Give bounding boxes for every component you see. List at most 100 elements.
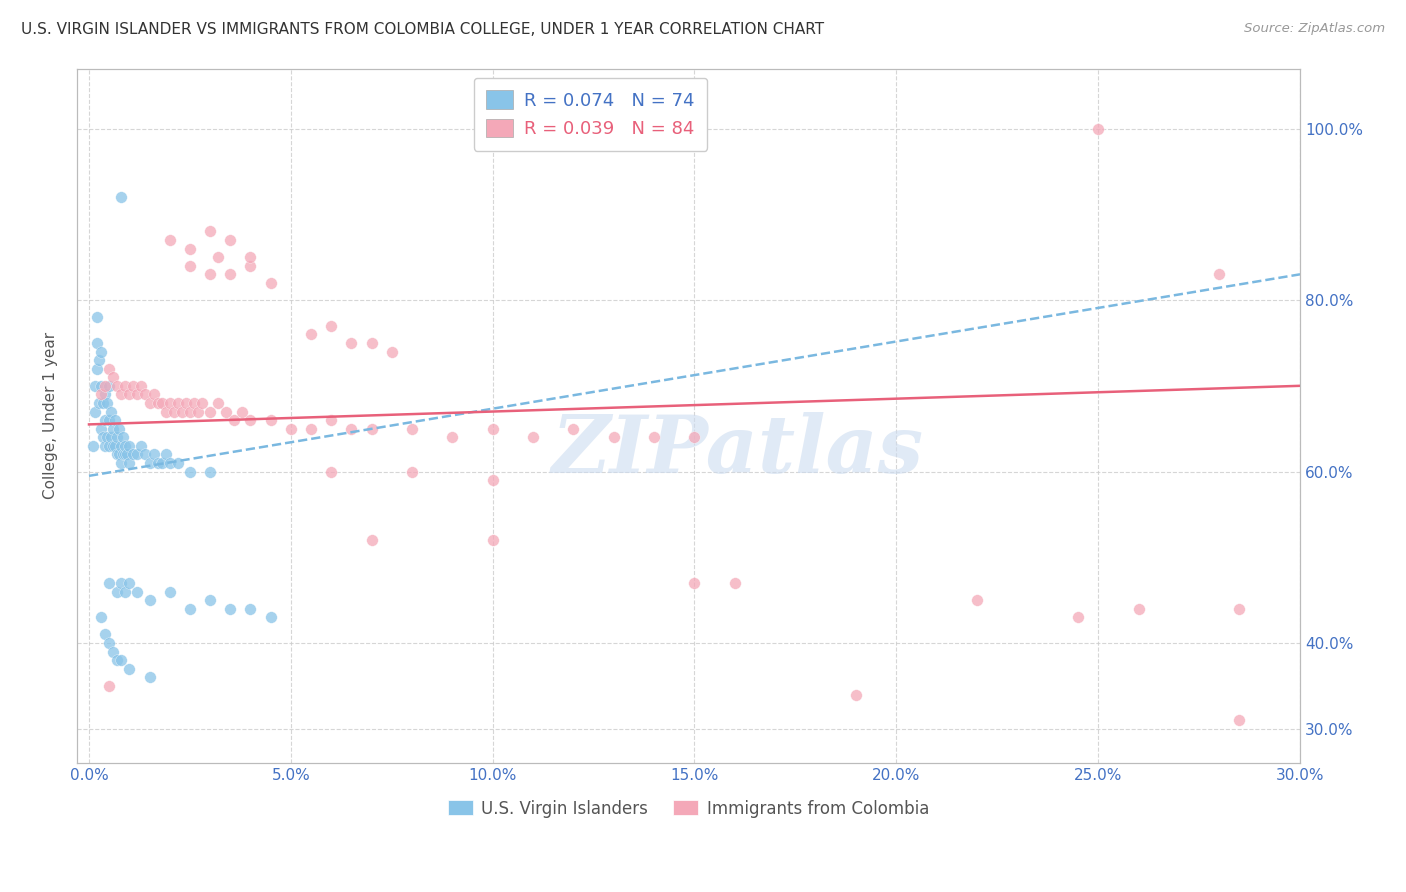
Point — [118, 576, 141, 591]
Point — [159, 584, 181, 599]
Point — [1067, 610, 1090, 624]
Point — [207, 250, 229, 264]
Point — [98, 413, 121, 427]
Point — [259, 413, 281, 427]
Point — [1128, 601, 1150, 615]
Point — [321, 318, 343, 333]
Point — [299, 422, 322, 436]
Point — [155, 404, 177, 418]
Point — [131, 379, 153, 393]
Point — [239, 259, 262, 273]
Point — [118, 439, 141, 453]
Legend: U.S. Virgin Islanders, Immigrants from Colombia: U.S. Virgin Islanders, Immigrants from C… — [441, 793, 935, 824]
Point — [239, 601, 262, 615]
Point — [259, 276, 281, 290]
Point — [683, 576, 706, 591]
Point — [90, 344, 112, 359]
Point — [219, 601, 242, 615]
Point — [166, 396, 188, 410]
Point — [117, 447, 139, 461]
Point — [522, 430, 544, 444]
Point — [110, 456, 132, 470]
Point — [98, 379, 121, 393]
Point — [103, 422, 125, 436]
Point — [94, 439, 117, 453]
Point — [198, 404, 221, 418]
Point — [481, 473, 503, 487]
Point — [179, 465, 201, 479]
Point — [110, 387, 132, 401]
Point — [340, 422, 363, 436]
Point — [198, 268, 221, 282]
Point — [127, 447, 149, 461]
Point — [114, 447, 136, 461]
Point — [122, 447, 145, 461]
Point — [98, 576, 121, 591]
Point — [114, 584, 136, 599]
Point — [150, 456, 173, 470]
Point — [179, 242, 201, 256]
Point — [159, 233, 181, 247]
Point — [118, 387, 141, 401]
Point — [105, 584, 128, 599]
Point — [239, 413, 262, 427]
Point — [110, 190, 132, 204]
Point — [299, 327, 322, 342]
Point — [159, 396, 181, 410]
Point — [150, 396, 173, 410]
Point — [110, 576, 132, 591]
Point — [239, 250, 262, 264]
Point — [1229, 713, 1251, 727]
Text: Source: ZipAtlas.com: Source: ZipAtlas.com — [1244, 22, 1385, 36]
Point — [481, 533, 503, 548]
Point — [146, 456, 169, 470]
Point — [1208, 268, 1230, 282]
Point — [110, 439, 132, 453]
Text: U.S. VIRGIN ISLANDER VS IMMIGRANTS FROM COLOMBIA COLLEGE, UNDER 1 YEAR CORRELATI: U.S. VIRGIN ISLANDER VS IMMIGRANTS FROM … — [21, 22, 824, 37]
Point — [103, 370, 125, 384]
Point — [155, 447, 177, 461]
Point — [401, 422, 423, 436]
Point — [360, 533, 382, 548]
Point — [103, 645, 125, 659]
Point — [191, 396, 214, 410]
Point — [340, 335, 363, 350]
Point — [96, 396, 118, 410]
Point — [87, 396, 110, 410]
Point — [174, 396, 197, 410]
Point — [163, 404, 186, 418]
Point — [187, 404, 209, 418]
Point — [146, 396, 169, 410]
Point — [259, 610, 281, 624]
Point — [381, 344, 404, 359]
Point — [110, 653, 132, 667]
Point — [112, 447, 135, 461]
Point — [105, 430, 128, 444]
Text: ZIPatlas: ZIPatlas — [551, 412, 924, 490]
Point — [87, 353, 110, 368]
Point — [219, 268, 242, 282]
Point — [183, 396, 205, 410]
Point — [108, 447, 131, 461]
Point — [224, 413, 246, 427]
Point — [179, 404, 201, 418]
Point — [321, 465, 343, 479]
Point — [114, 379, 136, 393]
Point — [603, 430, 626, 444]
Point — [90, 610, 112, 624]
Point — [86, 335, 108, 350]
Point — [122, 379, 145, 393]
Point — [724, 576, 747, 591]
Point — [321, 413, 343, 427]
Point — [94, 627, 117, 641]
Point — [91, 430, 114, 444]
Point — [90, 379, 112, 393]
Point — [179, 601, 201, 615]
Point — [138, 670, 160, 684]
Point — [96, 430, 118, 444]
Point — [360, 422, 382, 436]
Point — [105, 379, 128, 393]
Point — [82, 439, 104, 453]
Point — [108, 422, 131, 436]
Point — [90, 422, 112, 436]
